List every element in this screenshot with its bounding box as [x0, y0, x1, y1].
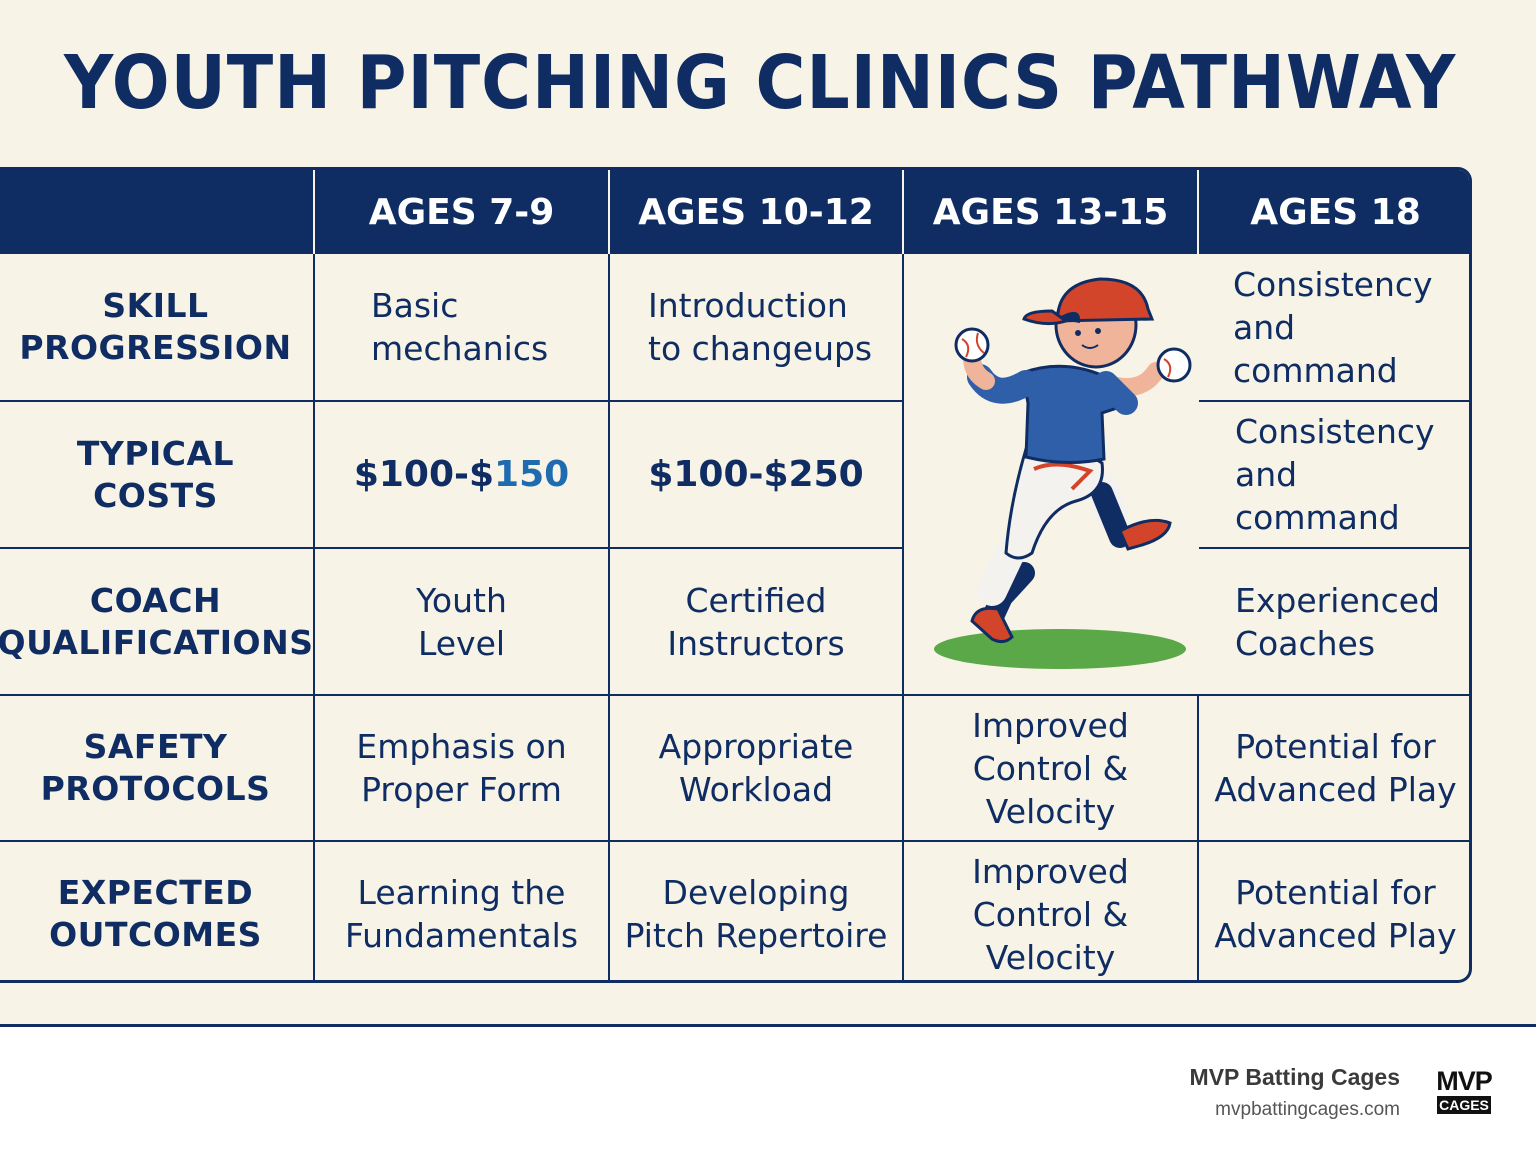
cell-outcomes-13-15: Improved Control & Velocity [904, 842, 1199, 980]
logo-top-text: MVP [1436, 1066, 1493, 1096]
cell-coach-7-9: Youth Level [315, 549, 610, 696]
pitcher-illustration [904, 254, 1199, 696]
header-ages-7-9: AGES 7-9 [315, 170, 610, 254]
row-label-skill-progression: SKILL PROGRESSION [0, 254, 315, 402]
brand-logo: MVP CAGES [1434, 1068, 1494, 1116]
cell-skill-7-9: Basic mechanics [315, 254, 610, 402]
row-label-safety-protocols: SAFETY PROTOCOLS [0, 696, 315, 842]
cell-safety-18: Potential for Advanced Play [1199, 696, 1469, 842]
cell-cost-10-12: $100-$250 [610, 402, 904, 549]
brand-name: MVP Batting Cages [1189, 1064, 1400, 1090]
cell-safety-10-12: Appropriate Workload [610, 696, 904, 842]
row-label-coach-qualifications: COACH QUALIFICATIONS [0, 549, 315, 696]
brand-url[interactable]: mvpbattingcages.com [1215, 1099, 1400, 1120]
cell-coach-18: Experienced Coaches [1199, 549, 1469, 696]
cell-cost-7-9: $100-$150 [315, 402, 610, 549]
pitcher-illustration-icon [933, 277, 1191, 669]
cell-skill-10-12: Introduction to changeups [610, 254, 904, 402]
cell-outcomes-7-9: Learning the Fundamentals [315, 842, 610, 980]
cell-cost-18: Consistency and command [1199, 402, 1469, 549]
row-label-expected-outcomes: EXPECTED OUTCOMES [0, 842, 315, 980]
cell-safety-7-9: Emphasis on Proper Form [315, 696, 610, 842]
header-ages-10-12: AGES 10-12 [610, 170, 904, 254]
cell-coach-10-12: Certified Instructors [610, 549, 904, 696]
header-ages-18: AGES 18 [1199, 170, 1469, 254]
logo-bottom-text: CAGES [1437, 1096, 1491, 1114]
cell-outcomes-10-12: Developing Pitch Repertoire [610, 842, 904, 980]
cell-safety-13-15: Improved Control & Velocity [904, 696, 1199, 842]
header-ages-13-15: AGES 13-15 [904, 170, 1199, 254]
page-title: YOUTH PITCHING CLINICS PATHWAY [64, 40, 1457, 126]
header-empty [0, 170, 315, 254]
cell-outcomes-18: Potential for Advanced Play [1214, 873, 1457, 955]
footer-divider [0, 1024, 1536, 1027]
cell-skill-18: Consistency and command [1199, 254, 1469, 402]
row-label-typical-costs: TYPICAL COSTS [0, 402, 315, 549]
footer [0, 1027, 1536, 1154]
pathway-table: AGES 7-9 AGES 10-12 AGES 13-15 AGES 18 S… [0, 167, 1472, 983]
